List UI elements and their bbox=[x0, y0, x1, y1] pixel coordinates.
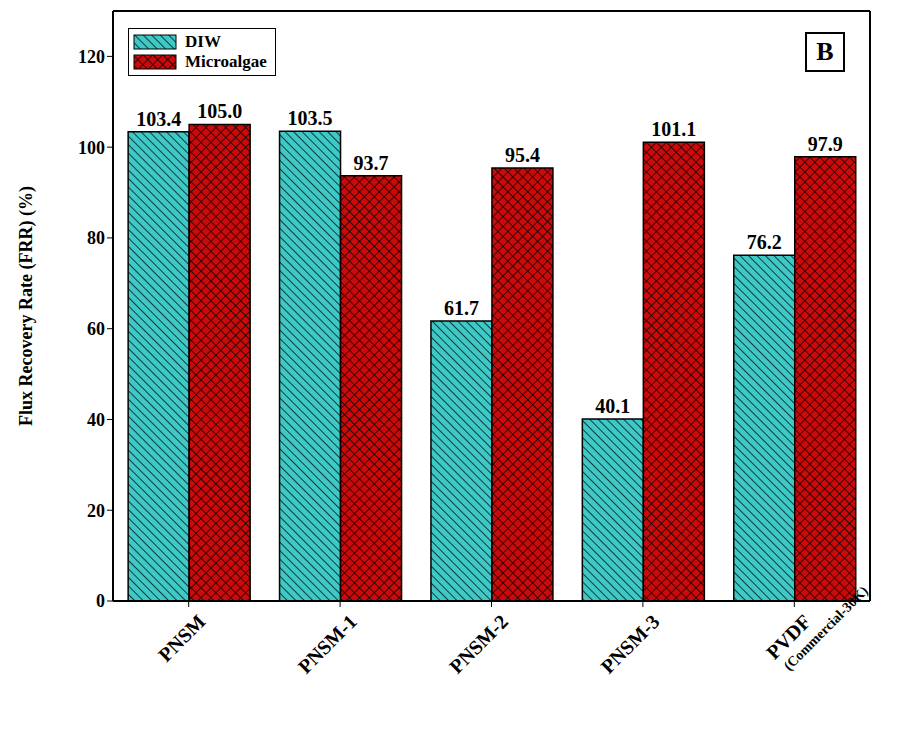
svg-text:20: 20 bbox=[87, 501, 105, 521]
svg-text:95.4: 95.4 bbox=[505, 144, 540, 166]
svg-text:PVDF: PVDF bbox=[761, 610, 815, 664]
svg-text:0: 0 bbox=[96, 591, 105, 611]
svg-text:PNSM-2: PNSM-2 bbox=[445, 610, 512, 677]
svg-text:61.7: 61.7 bbox=[444, 297, 479, 319]
svg-text:76.2: 76.2 bbox=[747, 231, 782, 253]
svg-text:100: 100 bbox=[78, 138, 105, 158]
svg-text:80: 80 bbox=[87, 228, 105, 248]
svg-text:120: 120 bbox=[78, 47, 105, 67]
svg-text:101.1: 101.1 bbox=[651, 118, 696, 140]
svg-text:105.0: 105.0 bbox=[197, 100, 242, 122]
svg-text:93.7: 93.7 bbox=[354, 152, 389, 174]
html-text:Microalgae: Microalgae bbox=[185, 52, 267, 71]
svg-text:PNSM-1: PNSM-1 bbox=[293, 610, 360, 677]
svg-text:Flux Recovery Rate (FRR) (%): Flux Recovery Rate (FRR) (%) bbox=[16, 186, 37, 426]
svg-text:40: 40 bbox=[87, 410, 105, 430]
svg-text:(Commercial-30K): (Commercial-30K) bbox=[781, 583, 872, 674]
html-text:B: B bbox=[816, 37, 834, 66]
html-text:DIW: DIW bbox=[185, 32, 221, 51]
svg-text:PNSM: PNSM bbox=[154, 610, 210, 666]
svg-text:60: 60 bbox=[87, 319, 105, 339]
svg-text:103.4: 103.4 bbox=[136, 108, 181, 130]
svg-text:40.1: 40.1 bbox=[595, 395, 630, 417]
svg-text:97.9: 97.9 bbox=[808, 133, 843, 155]
svg-text:103.5: 103.5 bbox=[288, 107, 333, 129]
svg-text:PNSM-3: PNSM-3 bbox=[596, 610, 663, 677]
